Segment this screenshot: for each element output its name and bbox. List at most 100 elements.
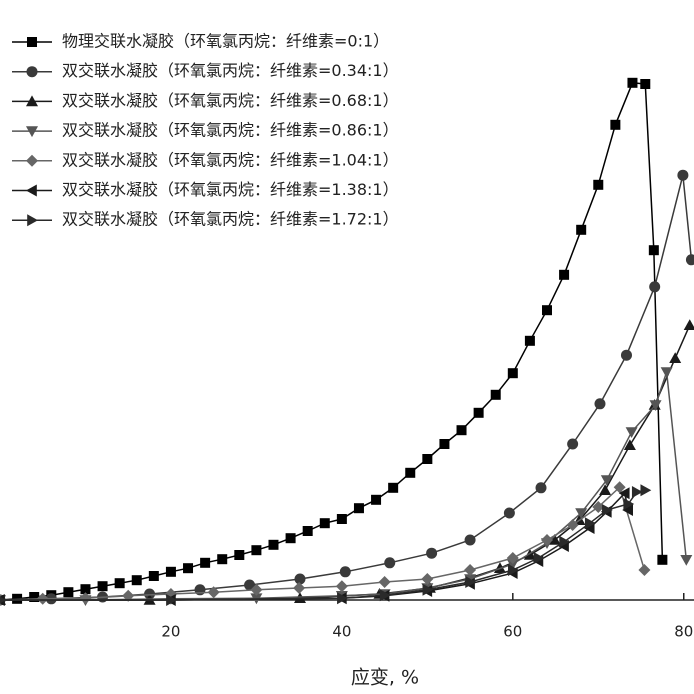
marker [80, 584, 91, 595]
series-line [0, 485, 646, 601]
marker [506, 559, 519, 570]
marker [559, 269, 570, 280]
marker [26, 126, 38, 138]
marker [540, 534, 553, 546]
marker [602, 504, 613, 516]
marker [464, 564, 477, 576]
marker [26, 154, 38, 167]
marker [669, 352, 682, 363]
marker [339, 566, 351, 578]
marker [535, 482, 547, 494]
marker [618, 487, 630, 500]
marker [426, 547, 438, 559]
marker [593, 179, 604, 190]
x-axis-label: 应变, % [351, 667, 419, 689]
marker [29, 592, 40, 602]
marker [0, 596, 6, 604]
series-line [0, 175, 693, 601]
x-tick-label: 40 [332, 623, 351, 641]
legend-text: 双交联水凝胶（环氧氯丙烷：纤维素=1.04:1） [62, 150, 399, 169]
marker [200, 557, 211, 568]
marker [508, 564, 519, 576]
marker [337, 592, 348, 605]
marker [335, 580, 348, 593]
legend-text: 双交联水凝胶（环氧氯丙烷：纤维素=0.68:1） [62, 91, 399, 110]
marker [27, 37, 37, 47]
marker [26, 95, 38, 107]
marker [97, 581, 108, 592]
legend-text: 双交联水凝胶（环氧氯丙烷：纤维素=0.34:1） [62, 61, 399, 80]
marker [379, 589, 391, 602]
marker [660, 367, 673, 378]
marker [207, 586, 220, 599]
marker [465, 576, 477, 588]
marker [600, 475, 613, 486]
marker [336, 514, 347, 524]
legend-text: 双交联水凝胶（环氧氯丙烷：纤维素=1.38:1） [62, 180, 399, 199]
marker [599, 484, 612, 495]
marker [79, 592, 92, 605]
marker [122, 589, 135, 602]
marker [575, 508, 588, 519]
legend-text: 物理交联水凝胶（环氧氯丙烷：纤维素=0:1） [62, 32, 389, 51]
marker [648, 245, 659, 256]
marker [584, 517, 596, 530]
marker [559, 535, 571, 548]
marker [613, 481, 626, 494]
marker [649, 400, 662, 411]
marker [36, 592, 49, 605]
marker [610, 119, 621, 130]
legend-text: 双交联水凝胶（环氧氯丙烷：纤维素=1.72:1） [62, 210, 399, 229]
marker [353, 503, 364, 514]
marker [623, 439, 636, 450]
series-line [0, 371, 688, 601]
marker [250, 583, 263, 596]
marker [388, 482, 399, 493]
marker [567, 438, 579, 450]
marker [293, 582, 306, 594]
x-tick-label: 60 [503, 623, 522, 641]
marker [685, 254, 694, 266]
marker [506, 552, 519, 564]
legend-text: 双交联水凝胶（环氧氯丙烷：纤维素=0.86:1） [62, 121, 399, 140]
marker [422, 583, 434, 596]
marker [638, 564, 651, 576]
marker [285, 533, 296, 544]
marker [165, 566, 176, 577]
marker [473, 407, 484, 418]
marker [384, 557, 396, 569]
marker [524, 335, 535, 346]
marker [566, 519, 579, 531]
marker [523, 549, 536, 560]
marker [319, 518, 330, 529]
marker [148, 571, 159, 581]
marker [541, 305, 552, 316]
x-tick-label: 80 [674, 623, 693, 641]
marker [268, 539, 279, 550]
marker [625, 427, 638, 438]
marker [27, 214, 38, 227]
marker [622, 504, 633, 516]
marker [131, 575, 142, 586]
marker [217, 554, 228, 565]
marker [456, 425, 467, 436]
marker [657, 554, 668, 565]
marker [683, 319, 694, 330]
marker [26, 66, 38, 78]
marker [640, 79, 651, 89]
series-line [0, 324, 691, 601]
marker [26, 184, 37, 197]
marker [371, 494, 382, 505]
marker [680, 555, 693, 566]
marker [439, 439, 450, 449]
marker [422, 454, 433, 464]
marker [114, 578, 125, 589]
marker [548, 534, 561, 545]
marker [183, 563, 194, 574]
marker [251, 545, 262, 556]
marker [640, 484, 652, 497]
marker [649, 281, 661, 293]
marker [507, 368, 518, 379]
marker [378, 576, 391, 588]
